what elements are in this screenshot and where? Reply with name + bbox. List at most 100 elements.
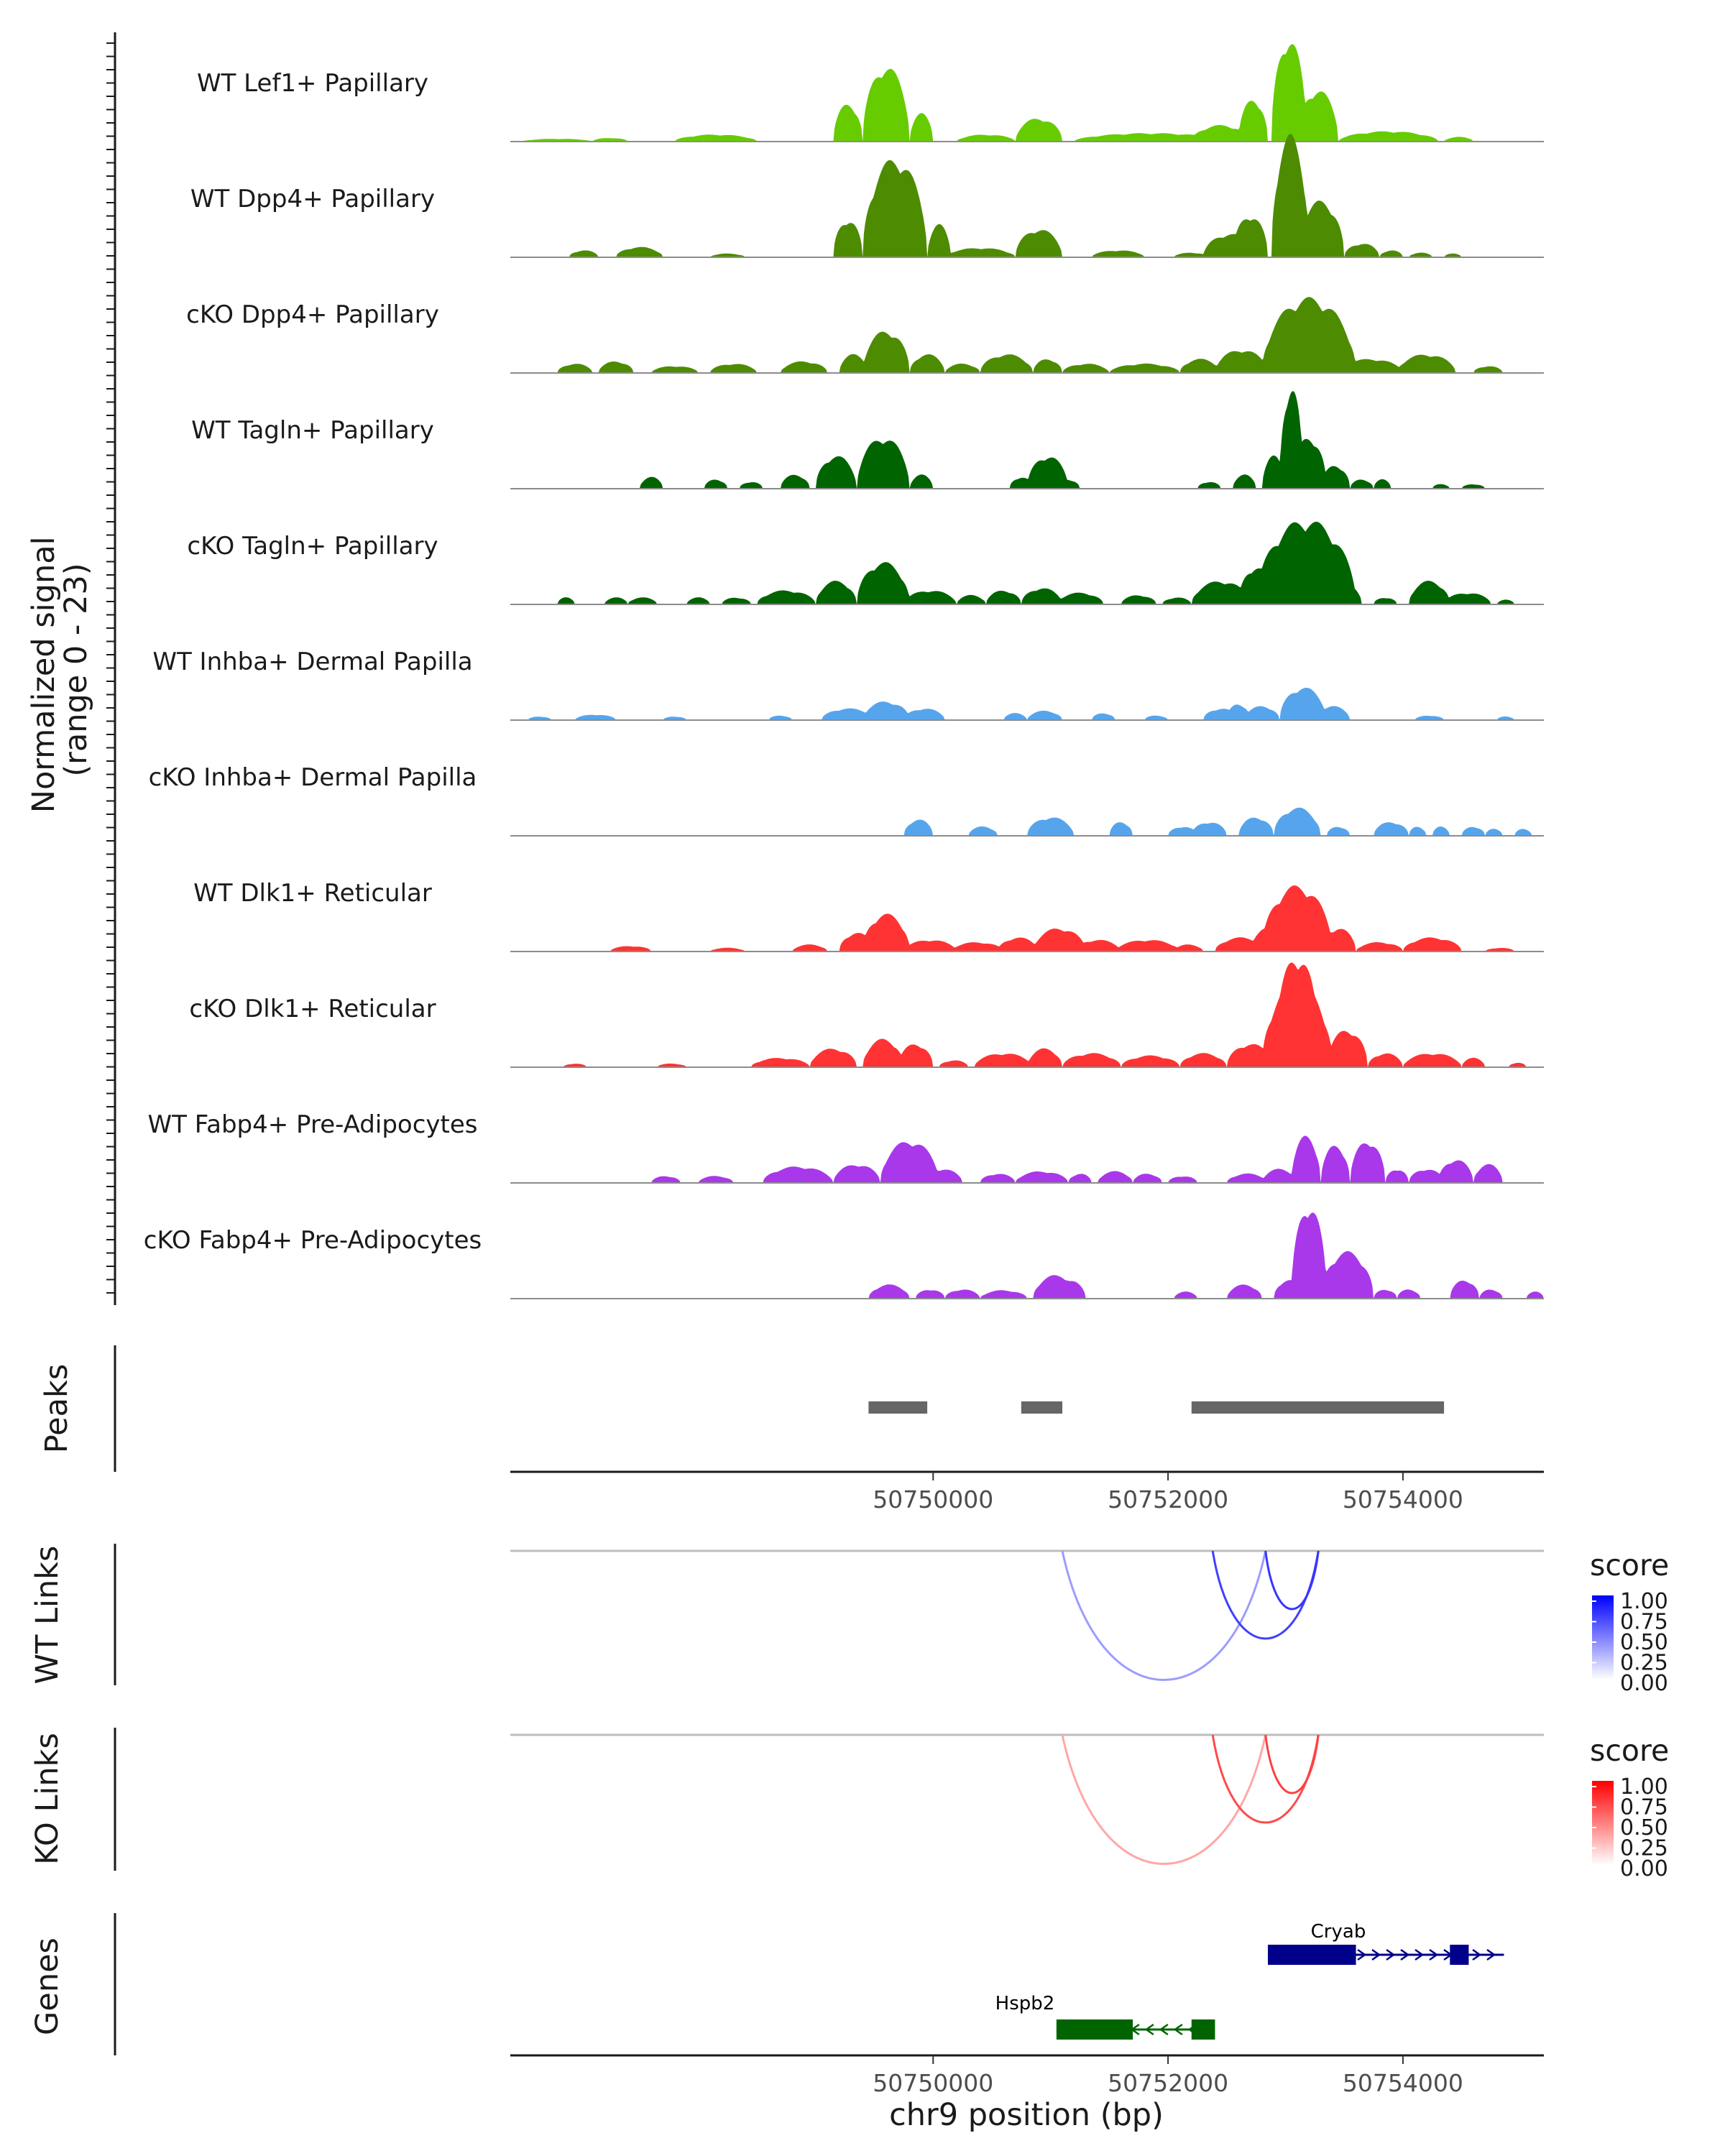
coverage-y-axis-title-line2: (range 0 - 23) bbox=[58, 563, 94, 776]
x-axis-bottom: 50750000 50752000 50754000 bbox=[873, 2055, 1463, 2097]
genes-track-label: Genes bbox=[29, 1938, 65, 2035]
gene-models: Cryab Hspb2 bbox=[995, 1921, 1504, 2040]
x-tick-label: 50750000 bbox=[873, 1485, 993, 1514]
strand-chevron bbox=[1144, 2023, 1154, 2036]
strand-chevron bbox=[1429, 1948, 1439, 1961]
legend-tick-label: 0.50 bbox=[1620, 1815, 1668, 1841]
link-arc bbox=[1061, 1734, 1267, 1866]
legend-tick-label: 1.00 bbox=[1620, 1774, 1668, 1800]
strand-chevron bbox=[1159, 2023, 1169, 2036]
coverage-track-label: WT Lef1+ Papillary bbox=[197, 69, 428, 98]
ko-score-legend: score 1.000.750.500.250.00 bbox=[1590, 1733, 1669, 1881]
coverage-track-label: cKO Tagln+ Papillary bbox=[187, 532, 438, 561]
coverage-track-label: cKO Dpp4+ Papillary bbox=[186, 300, 439, 329]
legend-tick-label: 0.25 bbox=[1620, 1836, 1668, 1861]
strand-chevron bbox=[1386, 1948, 1396, 1961]
coverage-tracks: WT Lef1+ Papillary WT Dpp4+ Papillary cKO … bbox=[144, 44, 1544, 1299]
coverage-track: WT Tagln+ Papillary bbox=[191, 391, 1544, 489]
peak-regions bbox=[868, 1401, 1445, 1414]
coverage-track-label: cKO Dlk1+ Reticular bbox=[189, 995, 436, 1023]
link-arc bbox=[1061, 1550, 1267, 1682]
peak-region bbox=[1191, 1401, 1445, 1414]
wt-link-arcs bbox=[1061, 1550, 1320, 1682]
wt-legend-title: score bbox=[1590, 1548, 1669, 1583]
wt-score-legend: score 1.000.750.500.250.00 bbox=[1590, 1548, 1669, 1696]
gene-exon bbox=[1267, 1945, 1356, 1965]
coverage-track-label: cKO Inhba+ Dermal Papilla bbox=[149, 763, 477, 792]
legend-tick-label: 1.00 bbox=[1620, 1589, 1668, 1614]
coverage-signal-area bbox=[510, 885, 1544, 952]
link-arc bbox=[1211, 1550, 1320, 1640]
legend-tick-label: 0.75 bbox=[1620, 1610, 1668, 1635]
ko-links-track-label: KO Links bbox=[29, 1733, 65, 1865]
coverage-signal-area bbox=[510, 1135, 1544, 1183]
gene-model: Hspb2 bbox=[995, 1993, 1215, 2040]
x-axis-title: chr9 position (bp) bbox=[889, 2097, 1164, 2133]
peaks-track-label: Peaks bbox=[39, 1364, 75, 1454]
coverage-track-label: WT Dpp4+ Papillary bbox=[190, 185, 435, 213]
coverage-track-label: WT Fabp4+ Pre-Adipocytes bbox=[148, 1110, 478, 1139]
peak-region bbox=[1021, 1401, 1063, 1414]
strand-chevron bbox=[1486, 1948, 1496, 1961]
x-tick-label: 50752000 bbox=[1108, 2069, 1228, 2097]
coverage-track: WT Inhba+ Dermal Papilla bbox=[152, 648, 1544, 721]
coverage-track: WT Lef1+ Papillary bbox=[197, 44, 1544, 142]
legend-tick-label: 0.75 bbox=[1620, 1795, 1668, 1820]
legend-tick-label: 0.00 bbox=[1620, 1856, 1668, 1881]
coverage-y-axis-title-line1: Normalized signal bbox=[26, 536, 62, 813]
gene-exon bbox=[1450, 1945, 1469, 1965]
coverage-track: cKO Dlk1+ Reticular bbox=[189, 962, 1544, 1068]
gene-name-label: Hspb2 bbox=[995, 1993, 1055, 2014]
strand-chevron bbox=[1400, 1948, 1410, 1961]
x-axis-top: 50750000 50752000 50754000 bbox=[873, 1472, 1463, 1514]
ko-legend-ticks: 1.000.750.500.250.00 bbox=[1592, 1774, 1668, 1881]
coverage-track-label: cKO Fabp4+ Pre-Adipocytes bbox=[144, 1226, 482, 1255]
coverage-signal-area bbox=[510, 688, 1544, 720]
peak-region bbox=[868, 1401, 928, 1414]
gene-exon bbox=[1056, 2019, 1133, 2040]
strand-chevron bbox=[1472, 1948, 1482, 1961]
link-arc bbox=[1211, 1734, 1320, 1824]
strand-chevron bbox=[1357, 1948, 1367, 1961]
coverage-signal-area bbox=[510, 521, 1544, 604]
wt-legend-colorbar bbox=[1592, 1595, 1614, 1680]
strand-chevron bbox=[1414, 1948, 1425, 1961]
strand-chevron bbox=[1173, 2023, 1183, 2036]
coverage-signal-area bbox=[510, 297, 1544, 373]
link-arc bbox=[1264, 1734, 1320, 1795]
coverage-track: WT Dlk1+ Reticular bbox=[193, 879, 1544, 952]
coverage-signal-area bbox=[510, 807, 1544, 836]
coverage-track-label: WT Tagln+ Papillary bbox=[191, 416, 434, 445]
wt-links-track-label: WT Links bbox=[29, 1546, 65, 1685]
coverage-track: cKO Inhba+ Dermal Papilla bbox=[149, 763, 1544, 837]
ko-legend-colorbar bbox=[1592, 1781, 1614, 1865]
coverage-y-ticks bbox=[106, 42, 115, 1294]
coverage-track-label: WT Inhba+ Dermal Papilla bbox=[152, 648, 472, 676]
gene-exon bbox=[1191, 2019, 1215, 2040]
legend-tick-label: 0.00 bbox=[1620, 1671, 1668, 1696]
coverage-track: cKO Dpp4+ Papillary bbox=[186, 297, 1544, 374]
link-arc bbox=[1264, 1550, 1320, 1611]
coverage-signal-area bbox=[510, 962, 1544, 1067]
coverage-signal-area bbox=[510, 134, 1544, 257]
coverage-signal-area bbox=[510, 44, 1544, 142]
coverage-track-label: WT Dlk1+ Reticular bbox=[193, 879, 432, 908]
coverage-track: WT Dpp4+ Papillary bbox=[190, 134, 1544, 258]
ko-link-arcs bbox=[1061, 1734, 1320, 1866]
coverage-signal-area bbox=[510, 391, 1544, 489]
x-tick-label: 50752000 bbox=[1108, 1485, 1228, 1514]
x-tick-label: 50750000 bbox=[873, 2069, 993, 2097]
wt-legend-ticks: 1.000.750.500.250.00 bbox=[1592, 1589, 1668, 1696]
strand-chevron bbox=[1371, 1948, 1381, 1961]
ko-legend-title: score bbox=[1590, 1733, 1669, 1768]
coverage-track: cKO Fabp4+ Pre-Adipocytes bbox=[144, 1212, 1544, 1299]
gene-name-label: Cryab bbox=[1311, 1921, 1366, 1943]
coverage-track: cKO Tagln+ Papillary bbox=[187, 521, 1544, 605]
x-tick-label: 50754000 bbox=[1343, 2069, 1463, 2097]
legend-tick-label: 0.50 bbox=[1620, 1630, 1668, 1655]
x-tick-label: 50754000 bbox=[1343, 1485, 1463, 1514]
legend-tick-label: 0.25 bbox=[1620, 1651, 1668, 1676]
gene-model: Cryab bbox=[1267, 1921, 1504, 1965]
coverage-y-axis-title: Normalized signal (range 0 - 23) bbox=[26, 527, 94, 813]
